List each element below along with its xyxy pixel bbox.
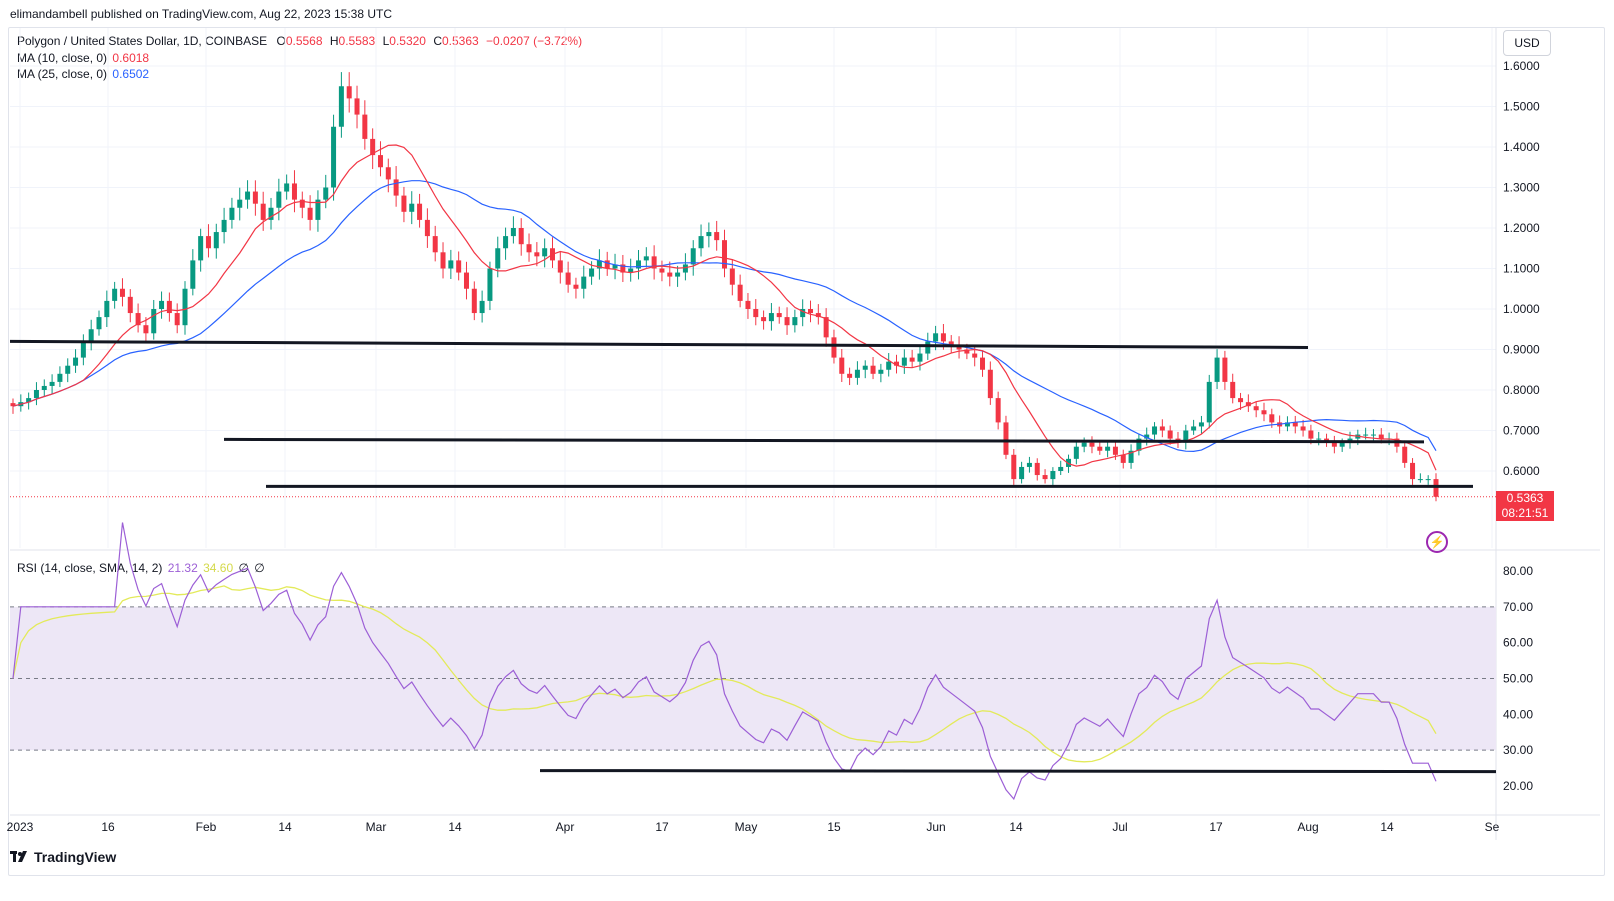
rsi-null-2: ∅ (254, 561, 265, 575)
tradingview-logo[interactable]: TradingView (10, 849, 116, 865)
ma25-label[interactable]: MA (25, close, 0) (17, 67, 108, 81)
low-value: 0.5320 (389, 34, 426, 48)
bar-countdown: 08:21:51 (1501, 506, 1549, 520)
change-value: −0.0207 (−3.72%) (486, 34, 583, 48)
rsi-value: 21.32 (167, 561, 198, 575)
lightning-icon[interactable]: ⚡ (1426, 531, 1448, 553)
symbol-label[interactable]: Polygon / United States Dollar, 1D, COIN… (17, 34, 268, 48)
open-label: O (276, 34, 286, 48)
currency-button[interactable]: USD (1503, 30, 1551, 56)
brand-name: TradingView (34, 849, 117, 865)
last-price: 0.5363 (1506, 491, 1544, 505)
close-value: 0.5363 (441, 34, 479, 48)
rsi-legend: RSI (14, close, SMA, 14, 2) 21.32 34.60 … (17, 561, 265, 575)
ma10-value: 0.6018 (112, 51, 150, 65)
ma10-label[interactable]: MA (10, close, 0) (17, 51, 108, 65)
last-price-tag: 0.5363 08:21:51 (1496, 491, 1554, 521)
rsi-ma-value: 34.60 (203, 561, 234, 575)
high-label: H (329, 34, 339, 48)
chart-frame (8, 27, 1605, 876)
low-label: L (382, 34, 390, 48)
tv-logo-icon (10, 851, 27, 862)
close-label: C (433, 34, 442, 48)
high-value: 0.5583 (338, 34, 376, 48)
ma25-value: 0.6502 (112, 67, 150, 81)
main-legend: Polygon / United States Dollar, 1D, COIN… (17, 34, 582, 48)
publisher-line: elimandambell published on TradingView.c… (10, 7, 393, 21)
rsi-label[interactable]: RSI (14, close, SMA, 14, 2) (17, 561, 163, 575)
rsi-null-1: ∅ (238, 561, 249, 575)
ma10-legend: MA (10, close, 0) 0.6018 (17, 51, 149, 65)
ma25-legend: MA (25, close, 0) 0.6502 (17, 67, 149, 81)
open-value: 0.5568 (285, 34, 323, 48)
